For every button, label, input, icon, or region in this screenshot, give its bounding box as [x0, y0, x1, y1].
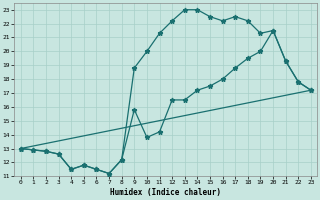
X-axis label: Humidex (Indice chaleur): Humidex (Indice chaleur)	[110, 188, 221, 197]
